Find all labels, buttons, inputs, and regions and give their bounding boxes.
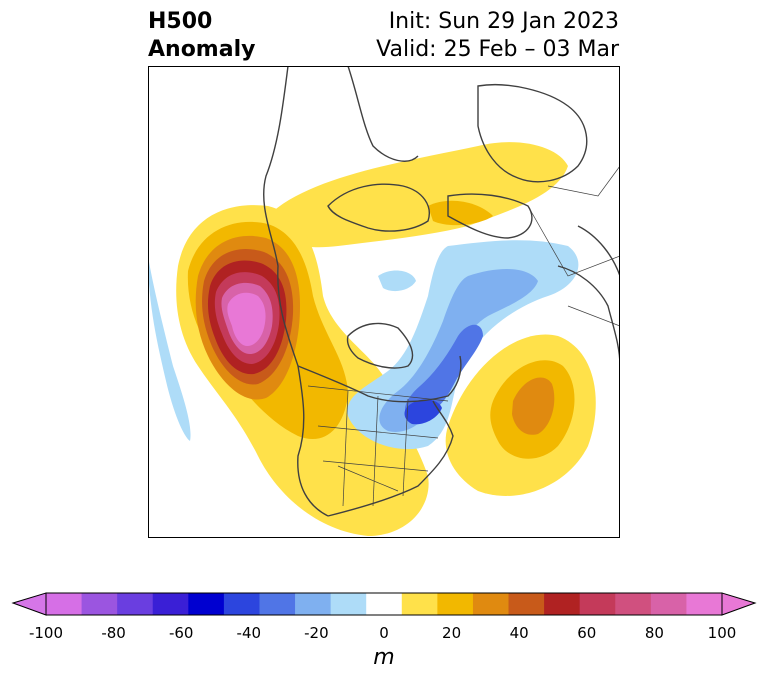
colorbar-cell — [544, 593, 581, 615]
colorbar-cell — [223, 593, 260, 615]
colorbar-over-arrow — [721, 592, 757, 616]
anomaly-map — [148, 66, 620, 538]
colorbar-cell — [366, 593, 403, 615]
colorbar-cell — [152, 593, 189, 615]
ridge-westcoast-100 — [227, 292, 266, 346]
coastline-layer — [262, 66, 620, 517]
ridge-arctic-contour — [268, 142, 568, 248]
trough-arctic-patch — [378, 270, 416, 292]
colorbar-outline — [45, 592, 723, 616]
colorbar-cell — [508, 593, 545, 615]
colorbar-tick-label: 80 — [644, 624, 664, 642]
colorbar-tick-label: 0 — [379, 624, 389, 642]
colorbar-tick-label: -20 — [304, 624, 329, 642]
colorbar-cell — [46, 593, 83, 615]
colorbar-cell — [615, 593, 652, 615]
colorbar-cell — [401, 593, 438, 615]
valid-range: Valid: 25 Feb – 03 Mar — [376, 37, 619, 62]
trough-pacific-west — [148, 256, 191, 441]
colorbar — [11, 592, 757, 616]
colorbar-under-arrow — [11, 592, 47, 616]
title-right: Init: Sun 29 Jan 2023 Valid: 25 Feb – 03… — [376, 8, 619, 64]
colorbar-cell — [330, 593, 367, 615]
colorbar-cell — [188, 593, 225, 615]
colorbar-cell — [579, 593, 616, 615]
ridge-atlantic-40 — [512, 377, 555, 435]
trough-60 — [404, 399, 442, 425]
colorbar-cell — [650, 593, 687, 615]
colorbar-tick-label: -80 — [101, 624, 126, 642]
colorbar-tick-label: -100 — [28, 624, 64, 642]
colorbar-tick-label: 40 — [509, 624, 529, 642]
colorbar-cell — [117, 593, 154, 615]
title-variable: H500 — [148, 9, 213, 34]
colorbar-cell — [686, 593, 723, 615]
colorbar-cell — [259, 593, 296, 615]
trough-40 — [405, 324, 483, 419]
colorbar-cell — [295, 593, 332, 615]
colorbar-tick-label: 60 — [577, 624, 597, 642]
colorbar-tick-label: 100 — [707, 624, 737, 642]
colorbar-tick-label: -40 — [236, 624, 262, 642]
colorbar-cell — [437, 593, 474, 615]
init-date: Init: Sun 29 Jan 2023 — [388, 9, 619, 34]
ridge-arctic-core — [428, 200, 493, 226]
colorbar-tick-label: -60 — [168, 624, 194, 642]
colorbar-cell — [472, 593, 510, 615]
title-anomaly: Anomaly — [148, 37, 256, 62]
colorbar-tick-labels: -100 -80 -60 -40 -20 0 20 40 60 80 100 — [0, 624, 768, 644]
colorbar-unit: m — [373, 645, 395, 670]
colorbar-tick-label: 20 — [442, 624, 462, 642]
colorbar-cell — [81, 593, 118, 615]
border-layer — [307, 165, 620, 507]
title-left: H500 Anomaly — [148, 8, 255, 64]
